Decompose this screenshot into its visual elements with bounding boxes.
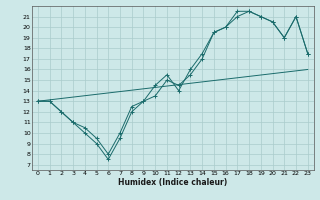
X-axis label: Humidex (Indice chaleur): Humidex (Indice chaleur) — [118, 178, 228, 187]
